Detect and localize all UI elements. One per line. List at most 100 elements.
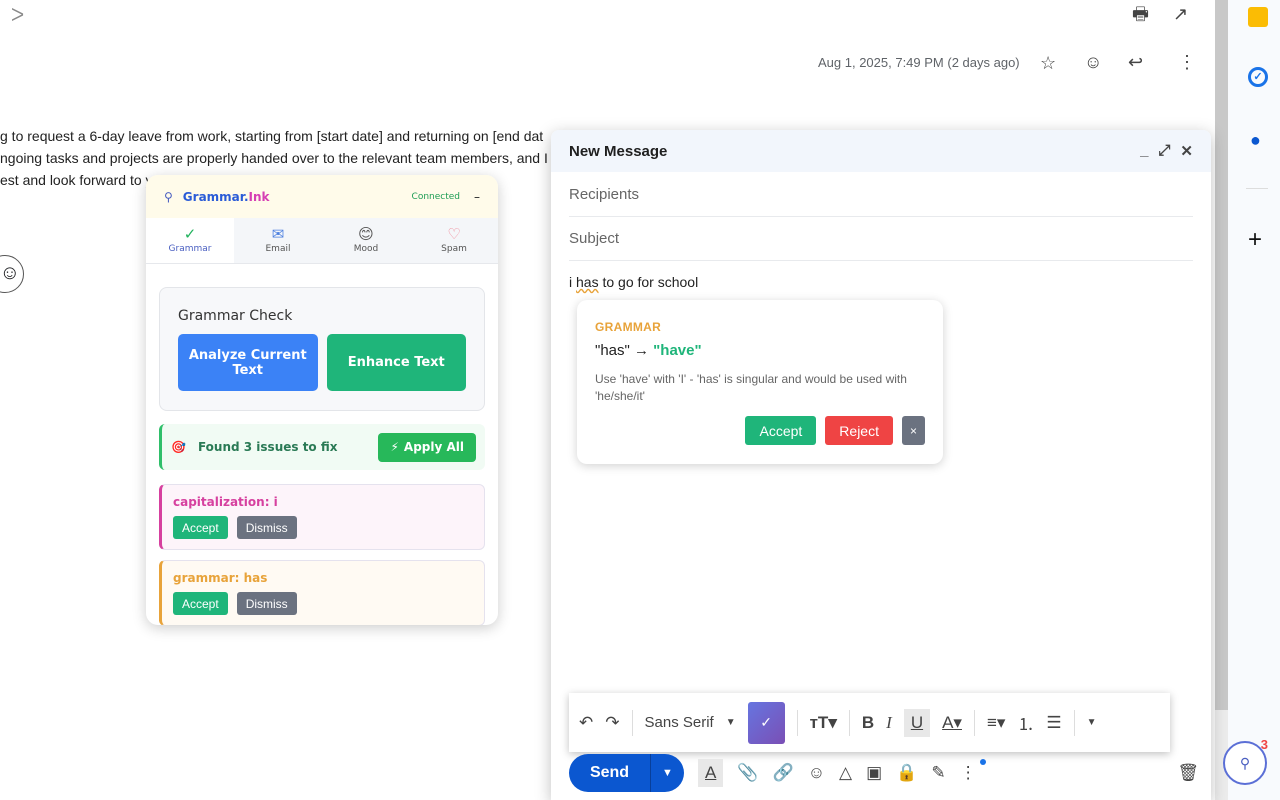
- send-options-icon[interactable]: ▼: [650, 754, 684, 792]
- email-date: Aug 1, 2025, 7:49 PM (2 days ago): [818, 55, 1020, 70]
- tab-spam[interactable]: ♡ Spam: [410, 218, 498, 263]
- chevron-down-icon[interactable]: ▼: [725, 717, 736, 728]
- compose-header: New Message _ ⤢ ✕: [551, 130, 1211, 172]
- compose-window: New Message _ ⤢ ✕ Recipients Subject i has…: [551, 130, 1211, 800]
- check-icon: ✓: [183, 225, 197, 243]
- email-body-line: ngoing tasks and projects are properly h…: [0, 150, 548, 166]
- suggestion-popup: GRAMMAR "has" → "have" Use 'have' with '…: [577, 300, 943, 464]
- issue-label: grammar: has: [173, 571, 268, 585]
- fullscreen-icon[interactable]: ⤢: [1158, 142, 1171, 159]
- accept-issue-button[interactable]: Accept: [173, 592, 228, 615]
- close-icon[interactable]: ✕: [1180, 143, 1193, 160]
- tab-mood[interactable]: 😊 Mood: [322, 218, 410, 263]
- suggestion-type: GRAMMAR: [595, 320, 662, 334]
- email-body-line: est and look forward to y: [0, 172, 153, 188]
- shield-icon: ♡: [447, 225, 461, 243]
- apply-all-button[interactable]: ⚡ Apply All: [378, 432, 476, 462]
- email-body-line: g to request a 6-day leave from work, st…: [0, 128, 544, 144]
- undo-icon[interactable]: ↶: [579, 712, 594, 732]
- scrollbar-thumb[interactable]: [1215, 0, 1228, 710]
- align-icon[interactable]: ≡▾: [986, 712, 1006, 732]
- more-options-icon[interactable]: ⋮: [960, 759, 986, 783]
- drive-icon[interactable]: △: [839, 763, 853, 782]
- photo-icon[interactable]: ▣: [866, 763, 883, 782]
- target-icon: 🎯: [171, 440, 186, 454]
- issues-summary: 🎯 Found 3 issues to fix ⚡ Apply All: [159, 424, 485, 470]
- envelope-icon: ✉: [271, 225, 285, 243]
- emoji-icon[interactable]: ☺: [1084, 52, 1103, 72]
- keep-icon[interactable]: [1248, 7, 1268, 27]
- grammar-ink-logo-icon: ⚲: [164, 189, 173, 204]
- dismiss-issue-button[interactable]: Dismiss: [236, 592, 297, 615]
- enhance-text-button[interactable]: Enhance Text: [326, 334, 466, 391]
- emoji-icon[interactable]: ☺: [807, 763, 826, 782]
- confidential-icon[interactable]: 🔒: [896, 763, 918, 782]
- print-icon[interactable]: 🖶: [1132, 4, 1149, 24]
- grammar-check-button[interactable]: ✓: [747, 701, 785, 744]
- tab-grammar[interactable]: ✓ Grammar: [146, 218, 234, 263]
- italic-icon[interactable]: I: [886, 712, 892, 732]
- compose-title: New Message: [569, 142, 668, 160]
- suggestion-correction: "has" → "have": [595, 342, 702, 359]
- right-side-panel: ✓ ● +: [1228, 0, 1280, 800]
- redo-icon[interactable]: ↷: [605, 712, 620, 732]
- formatting-toolbar: ↶ ↷ Sans Serif ▼ ✓ тT▾ B I U A▾ ≡▾ ⒈ ☰ ▼: [569, 693, 1170, 752]
- reject-button[interactable]: Reject: [825, 416, 893, 445]
- issue-badge: 3: [1260, 737, 1268, 752]
- error-word[interactable]: has: [576, 274, 599, 290]
- panel-tabs: ✓ Grammar ✉ Email 😊 Mood ♡ Spam: [146, 218, 498, 264]
- tab-email[interactable]: ✉ Email: [234, 218, 322, 263]
- accept-button[interactable]: Accept: [745, 416, 817, 445]
- numbered-list-icon[interactable]: ⒈: [1017, 715, 1035, 734]
- card-title: Grammar Check: [178, 308, 293, 324]
- attach-icon[interactable]: 📎: [737, 763, 759, 782]
- reply-icon[interactable]: ↩: [1128, 52, 1144, 72]
- bold-icon[interactable]: B: [861, 712, 875, 732]
- send-row: Send ▼ A 📎 🔗 ☺ △ ▣ 🔒 ✎ ⋮ 🗑: [569, 753, 1199, 793]
- issue-item: capitalization: i Accept Dismiss: [159, 484, 485, 550]
- signature-icon[interactable]: ✎: [931, 763, 946, 782]
- close-suggestion-button[interactable]: ×: [901, 416, 925, 445]
- grammar-ink-fab[interactable]: ⚲ 3: [1223, 737, 1268, 785]
- link-icon[interactable]: 🔗: [772, 763, 794, 782]
- recipients-input[interactable]: Recipients: [569, 173, 1193, 217]
- issue-label: capitalization: i: [173, 495, 278, 509]
- text-size-icon[interactable]: тT▾: [809, 712, 837, 732]
- minimize-panel-button[interactable]: –: [474, 189, 480, 204]
- tasks-icon[interactable]: ✓: [1248, 67, 1268, 87]
- more-icon[interactable]: ⋮: [1178, 52, 1196, 72]
- dismiss-issue-button[interactable]: Dismiss: [236, 516, 297, 539]
- open-new-window-icon[interactable]: ↗: [1173, 4, 1189, 24]
- formatting-options-icon[interactable]: A: [698, 759, 724, 787]
- issue-item: grammar: has Accept Dismiss: [159, 560, 485, 625]
- send-button[interactable]: Send ▼: [569, 754, 684, 792]
- expand-sidebar-icon[interactable]: ᐳ: [11, 5, 25, 25]
- brand-name: Grammar.Ink: [182, 189, 270, 204]
- font-select[interactable]: Sans Serif: [644, 714, 714, 731]
- contacts-icon[interactable]: ●: [1250, 130, 1261, 150]
- smiley-icon: 😊: [358, 225, 374, 243]
- emoji-reaction-button[interactable]: ☺: [0, 255, 24, 293]
- grammar-ink-logo-icon: ⚲: [1239, 754, 1251, 771]
- grammar-check-card: Grammar Check Analyze Current Text Enhan…: [159, 287, 485, 411]
- star-icon[interactable]: ☆: [1040, 53, 1057, 73]
- underline-icon[interactable]: U: [903, 708, 931, 737]
- divider: [1246, 188, 1268, 189]
- body-text: to go for school: [598, 274, 699, 290]
- accept-issue-button[interactable]: Accept: [173, 516, 228, 539]
- lightning-icon: ⚡: [390, 440, 399, 454]
- subject-input[interactable]: Subject: [569, 217, 1193, 261]
- connection-status: Connected: [411, 191, 460, 202]
- message-body[interactable]: i has to go for school: [569, 274, 698, 290]
- minimize-icon[interactable]: _: [1140, 142, 1149, 159]
- more-formatting-icon[interactable]: ▼: [1086, 717, 1097, 728]
- analyze-text-button[interactable]: Analyze Current Text: [178, 334, 318, 391]
- suggestion-description: Use 'have' with 'I' - 'has' is singular …: [595, 372, 907, 403]
- text-color-icon[interactable]: A▾: [942, 712, 962, 732]
- panel-header: ⚲ Grammar.Ink Connected –: [146, 175, 498, 218]
- add-icon[interactable]: +: [1248, 226, 1263, 253]
- issues-count: Found 3 issues to fix: [197, 440, 338, 454]
- bulleted-list-icon[interactable]: ☰: [1046, 712, 1062, 732]
- discard-icon[interactable]: 🗑: [1177, 763, 1199, 782]
- grammar-ink-panel: ⚲ Grammar.Ink Connected – ✓ Grammar ✉ Emai…: [146, 175, 498, 625]
